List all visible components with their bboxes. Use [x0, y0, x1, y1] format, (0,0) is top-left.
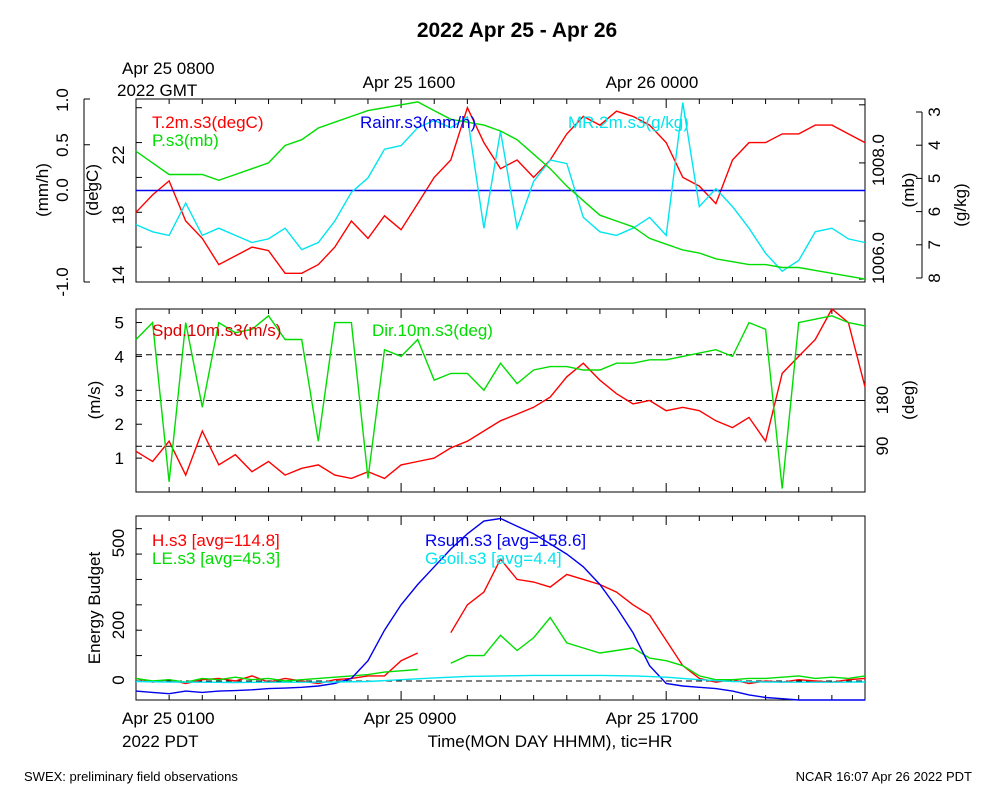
pres-tick-1008: 1008.0	[869, 134, 888, 186]
panel-energy-series	[135, 517, 866, 701]
chart-title: 2022 Apr 25 - Apr 26	[417, 19, 617, 42]
rain-axis-label: (mm/h)	[33, 163, 52, 217]
temp-tick-18: 18	[109, 206, 128, 225]
temp-tick-22: 22	[109, 146, 128, 165]
spd-ticks: 1 2 3 4 5	[115, 314, 865, 468]
top-time-label-0: Apr 25 0800	[122, 59, 215, 78]
mr-tick-label: 4	[925, 140, 944, 149]
mr-tick-label: 3	[925, 107, 944, 116]
pres-axis-label: (mb)	[899, 173, 918, 208]
energy-series-line-1	[135, 616, 866, 683]
energy-series-line-0	[135, 557, 866, 685]
energy-axis-label: Energy Budget	[85, 551, 104, 664]
legend-rain: Rainr.s3(mm/h)	[360, 113, 476, 132]
spd-tick-label: 2	[115, 415, 124, 434]
mr-tick-label: 6	[925, 207, 944, 216]
legend-rsum: Rsum.s3 [avg=158.6]	[425, 531, 586, 550]
top-time-label-2: Apr 26 0000	[606, 73, 699, 92]
mr-ticks: 3 4 5 6 7 8	[916, 107, 944, 283]
energy-series-line-2	[135, 517, 865, 701]
mr-tick-label: 7	[925, 240, 944, 249]
energy-tick-500: 500	[109, 529, 128, 557]
legend-spd: Spd.10m.s3(m/s)	[152, 321, 281, 340]
bottom-time-sub: 2022 PDT	[122, 732, 199, 751]
pres-tick-1006: 1006.0	[869, 232, 888, 284]
bottom-time-label-1: Apr 25 0900	[364, 709, 457, 728]
mr-tick-label: 8	[925, 273, 944, 282]
footer-left: SWEX: preliminary field observations	[24, 769, 238, 784]
spd-tick-label: 3	[115, 381, 124, 400]
panel-energy-ticks	[135, 516, 866, 700]
dir-tick-180: 180	[873, 386, 892, 414]
legend-h: H.s3 [avg=114.8]	[152, 531, 280, 550]
energy-series-line-3	[135, 674, 866, 684]
spd-tick-label: 1	[115, 449, 124, 468]
rain-tick-0: 0.0	[53, 178, 72, 202]
spd-tick-label: 5	[115, 314, 124, 333]
energy-tick-0: 0	[109, 675, 128, 684]
panel-wind-ticks	[135, 309, 866, 492]
legend-mr: MR.2m.s3(g/kg)	[568, 113, 689, 132]
top-time-sub: 2022 GMT	[117, 81, 197, 100]
panel-energy: 0 200 500 Energy Budget H.s3 [avg=114.8]…	[85, 515, 866, 701]
legend-le: LE.s3 [avg=45.3]	[152, 549, 280, 568]
rain-tick-05: 0.5	[53, 133, 72, 157]
spd-tick-label: 4	[115, 347, 124, 366]
spd-axis-label: (m/s)	[85, 381, 104, 420]
top-time-label-1: Apr 25 1600	[363, 73, 456, 92]
x-axis-label: Time(MON DAY HHMM), tic=HR	[428, 732, 673, 751]
panel-wind-series	[135, 307, 866, 489]
legend-temp: T.2m.s3(degC)	[152, 113, 263, 132]
rain-tick-1: 1.0	[53, 88, 72, 112]
rain-tick--1: -1.0	[53, 267, 72, 296]
mr-tick-label: 5	[925, 174, 944, 183]
bottom-time-label-0: Apr 25 0100	[122, 709, 215, 728]
dir-tick-90: 90	[873, 437, 892, 456]
panel-met: -1.0 0.0 0.5 1.0 (mm/h) 14 18 22 (degC) …	[33, 88, 970, 296]
temp-tick-14: 14	[109, 266, 128, 285]
footer-right: NCAR 16:07 Apr 26 2022 PDT	[796, 769, 972, 784]
series-line-0	[135, 105, 866, 274]
panel-met-series	[135, 101, 866, 280]
panel-met-ticks	[84, 98, 866, 283]
mr-axis-label: (g/kg)	[951, 183, 970, 226]
legend-gsoil: Gsoil.s3 [avg=4.4]	[425, 549, 562, 568]
energy-tick-200: 200	[109, 611, 128, 639]
wind-series-line-1	[135, 314, 866, 489]
temp-axis-label: (degC)	[83, 164, 102, 216]
bottom-time-label-2: Apr 25 1700	[606, 709, 699, 728]
series-line-3	[135, 101, 866, 280]
panel-wind: 1 2 3 4 5 (m/s) 90 180 (deg) Spd.10m.s3(m/s)…	[85, 307, 918, 493]
legend-dir: Dir.10m.s3(deg)	[372, 321, 493, 340]
dir-axis-label: (deg)	[899, 380, 918, 420]
wind-series-line-0	[135, 307, 866, 480]
legend-pres: P.s3(mb)	[152, 131, 219, 150]
